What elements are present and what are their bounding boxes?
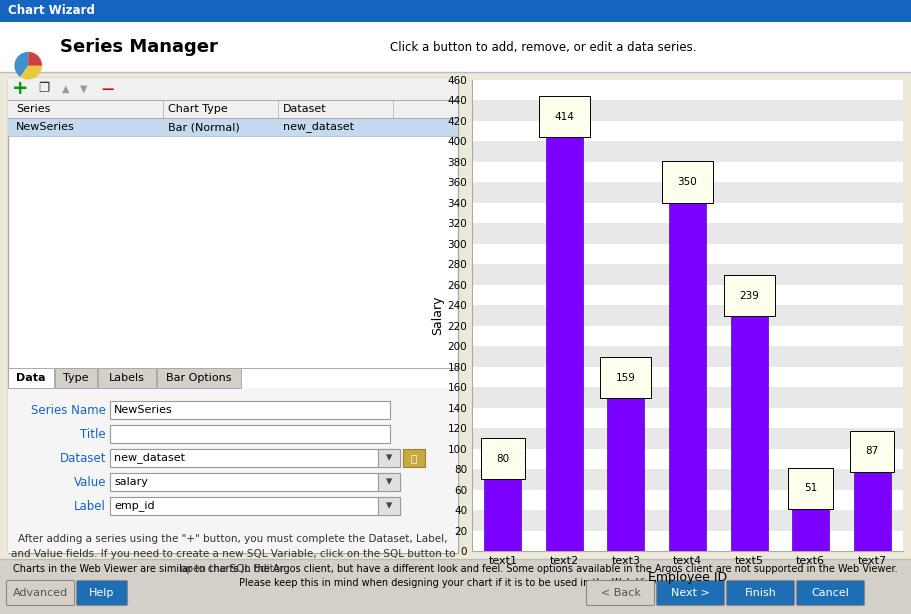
FancyBboxPatch shape — [587, 580, 654, 605]
Bar — [472, 346, 903, 367]
FancyBboxPatch shape — [796, 580, 865, 605]
Bar — [793, 499, 829, 551]
Text: Bar Options: Bar Options — [166, 373, 231, 383]
FancyBboxPatch shape — [77, 580, 128, 605]
FancyBboxPatch shape — [0, 22, 911, 72]
Text: Value: Value — [74, 475, 106, 489]
Text: 239: 239 — [739, 291, 759, 301]
FancyBboxPatch shape — [0, 559, 911, 614]
Text: < Back: < Back — [600, 588, 640, 598]
Bar — [731, 306, 768, 551]
FancyBboxPatch shape — [157, 368, 241, 388]
Text: emp_id: emp_id — [114, 500, 155, 511]
Text: Data: Data — [16, 373, 46, 383]
Text: ▾: ▾ — [386, 451, 392, 465]
Bar — [608, 388, 644, 551]
FancyBboxPatch shape — [110, 401, 390, 419]
Text: Series: Series — [16, 104, 50, 114]
FancyBboxPatch shape — [8, 118, 458, 136]
Bar — [472, 469, 903, 489]
Y-axis label: Salary: Salary — [432, 296, 445, 335]
Text: Dataset: Dataset — [59, 451, 106, 465]
Bar — [472, 387, 903, 408]
Text: Help: Help — [89, 588, 115, 598]
Text: ▾: ▾ — [386, 500, 392, 513]
FancyBboxPatch shape — [378, 449, 400, 467]
Text: 350: 350 — [678, 177, 698, 187]
FancyBboxPatch shape — [8, 368, 54, 388]
Bar — [472, 428, 903, 449]
Bar — [854, 462, 891, 551]
Text: Title: Title — [80, 427, 106, 440]
FancyBboxPatch shape — [6, 580, 75, 605]
Text: new_dataset: new_dataset — [114, 453, 185, 464]
Text: 87: 87 — [865, 446, 879, 456]
Wedge shape — [15, 52, 28, 77]
Bar — [485, 469, 521, 551]
Bar — [472, 305, 903, 326]
Text: ▾: ▾ — [386, 475, 392, 489]
Text: Finish: Finish — [744, 588, 776, 598]
FancyBboxPatch shape — [8, 78, 458, 100]
Text: Type: Type — [63, 373, 88, 383]
Text: Charts in the Web Viewer are similar to charts in the Argos client, but have a d: Charts in the Web Viewer are similar to … — [13, 564, 898, 588]
Bar — [669, 193, 706, 551]
Text: new_dataset: new_dataset — [283, 122, 354, 133]
Bar — [472, 101, 903, 121]
Bar — [472, 264, 903, 285]
Bar — [546, 127, 583, 551]
Text: 51: 51 — [804, 483, 817, 493]
Text: 414: 414 — [555, 112, 574, 122]
Text: ❐: ❐ — [38, 82, 49, 96]
FancyBboxPatch shape — [657, 580, 724, 605]
Text: —: — — [102, 82, 114, 96]
FancyBboxPatch shape — [55, 368, 97, 388]
Text: ▲: ▲ — [62, 84, 70, 94]
Wedge shape — [28, 52, 42, 66]
Text: NewSeries: NewSeries — [16, 122, 75, 132]
Text: Series Manager: Series Manager — [60, 38, 218, 56]
X-axis label: Employee ID: Employee ID — [648, 572, 727, 585]
FancyBboxPatch shape — [0, 0, 911, 22]
Text: After adding a series using the "+" button, you must complete the Dataset, Label: After adding a series using the "+" butt… — [11, 534, 456, 573]
Text: Next >: Next > — [671, 588, 710, 598]
Text: +: + — [12, 79, 28, 98]
Text: Cancel: Cancel — [812, 588, 849, 598]
Wedge shape — [20, 66, 42, 80]
Text: Chart Type: Chart Type — [168, 104, 228, 114]
Text: Advanced: Advanced — [13, 588, 68, 598]
FancyBboxPatch shape — [378, 497, 400, 515]
FancyBboxPatch shape — [98, 368, 156, 388]
FancyBboxPatch shape — [0, 72, 911, 559]
Text: 🔎: 🔎 — [411, 453, 417, 463]
FancyBboxPatch shape — [110, 497, 400, 515]
Text: NewSeries: NewSeries — [114, 405, 173, 415]
Bar — [472, 510, 903, 530]
Text: 80: 80 — [496, 454, 509, 464]
Bar — [472, 182, 903, 203]
FancyBboxPatch shape — [726, 580, 794, 605]
Text: Series Name: Series Name — [31, 403, 106, 416]
FancyBboxPatch shape — [378, 473, 400, 491]
FancyBboxPatch shape — [110, 425, 390, 443]
Text: Bar (Normal): Bar (Normal) — [168, 122, 240, 132]
FancyBboxPatch shape — [8, 78, 458, 553]
Text: 159: 159 — [616, 373, 636, 383]
Text: ▼: ▼ — [80, 84, 87, 94]
FancyBboxPatch shape — [110, 449, 400, 467]
Text: salary: salary — [114, 477, 148, 487]
FancyBboxPatch shape — [403, 449, 425, 467]
Text: Labels: Labels — [109, 373, 145, 383]
FancyBboxPatch shape — [8, 388, 458, 553]
Text: Dataset: Dataset — [283, 104, 327, 114]
Text: Chart Wizard: Chart Wizard — [8, 4, 95, 18]
FancyBboxPatch shape — [8, 100, 458, 118]
Bar — [472, 223, 903, 244]
FancyBboxPatch shape — [110, 473, 400, 491]
Text: Label: Label — [74, 500, 106, 513]
Bar — [472, 141, 903, 162]
Text: Click a button to add, remove, or edit a data series.: Click a button to add, remove, or edit a… — [390, 41, 697, 53]
